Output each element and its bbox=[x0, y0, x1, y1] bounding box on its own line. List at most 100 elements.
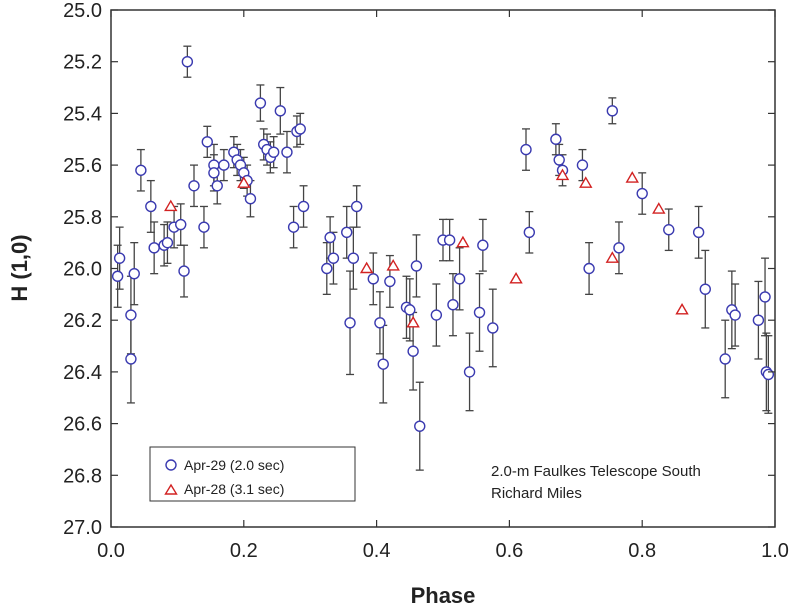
data-point-circle bbox=[447, 298, 459, 311]
annotation-line-1: 2.0-m Faulkes Telescope South bbox=[491, 463, 701, 480]
error-bars-layer bbox=[113, 45, 773, 471]
data-point-circle bbox=[463, 366, 476, 378]
y-axis-title: H (1,0) bbox=[7, 234, 32, 301]
y-tick-label: 27.0 bbox=[63, 517, 102, 539]
legend-marker-apr28 bbox=[164, 483, 178, 495]
data-point-circle bbox=[367, 273, 379, 285]
data-point-circle bbox=[281, 146, 293, 158]
y-tick-label: 25.2 bbox=[63, 52, 102, 74]
data-point-circle bbox=[287, 221, 300, 233]
data-point-circle bbox=[636, 187, 648, 200]
data-point-triangle bbox=[164, 199, 178, 212]
x-tick-labels: 0.0 0.2 0.4 0.6 0.8 1.0 bbox=[97, 540, 789, 562]
data-point-circle bbox=[267, 146, 280, 158]
data-point-triangle bbox=[509, 271, 523, 284]
data-point-triangle bbox=[359, 261, 374, 274]
y-tick-label: 26.0 bbox=[63, 259, 102, 281]
data-point-circle bbox=[729, 309, 741, 321]
data-point-circle bbox=[198, 221, 210, 233]
y-tick-label: 25.0 bbox=[63, 0, 102, 22]
data-point-circle bbox=[410, 260, 423, 272]
data-point-circle bbox=[113, 252, 126, 264]
y-tick-label: 25.4 bbox=[63, 103, 102, 125]
data-point-circle bbox=[443, 234, 456, 246]
data-point-circle bbox=[374, 317, 386, 329]
data-point-circle bbox=[145, 200, 157, 213]
data-point-circle bbox=[414, 420, 426, 432]
data-point-triangle bbox=[652, 202, 666, 214]
data-point-circle bbox=[344, 317, 356, 329]
data-point-circle bbox=[553, 154, 565, 166]
annotation-line-2: Richard Miles bbox=[491, 485, 582, 502]
data-point-circle bbox=[321, 262, 333, 275]
data-point-circle bbox=[430, 309, 443, 321]
y-tick-labels: 25.0 25.2 25.4 25.6 25.8 26.0 26.2 26.4 26.6 26.8… bbox=[63, 0, 102, 539]
data-point-circle bbox=[125, 309, 137, 321]
legend-box bbox=[149, 446, 356, 502]
y-tick-label: 26.2 bbox=[63, 310, 102, 332]
data-point-circle bbox=[719, 353, 731, 365]
y-tick-label: 25.8 bbox=[63, 207, 102, 229]
data-point-circle bbox=[254, 97, 267, 109]
data-point-circle bbox=[692, 226, 705, 239]
data-point-circle bbox=[350, 200, 363, 213]
y-tick-label: 26.8 bbox=[63, 465, 102, 487]
data-point-circle bbox=[188, 180, 200, 192]
data-point-circle bbox=[377, 358, 389, 370]
legend: Apr-29 (2.0 sec) Apr-28 (3.1 sec) bbox=[149, 446, 356, 502]
data-point-circle bbox=[487, 322, 499, 334]
x-tick-label: 0.6 bbox=[495, 540, 523, 562]
data-point-circle bbox=[218, 159, 230, 171]
data-point-circle bbox=[453, 273, 466, 285]
legend-label-apr29: Apr-29 (2.0 sec) bbox=[184, 457, 284, 473]
data-point-triangle bbox=[579, 176, 593, 188]
x-tick-label: 0.8 bbox=[628, 540, 656, 562]
data-point-triangle bbox=[406, 315, 420, 328]
data-point-triangle bbox=[386, 259, 400, 271]
data-point-circle bbox=[294, 123, 306, 135]
data-point-circle bbox=[523, 226, 536, 239]
data-point-triangle bbox=[237, 176, 251, 188]
data-point-circle bbox=[477, 239, 489, 251]
data-point-circle bbox=[211, 180, 223, 192]
data-point-circle bbox=[341, 226, 353, 239]
data-point-circle bbox=[175, 218, 187, 231]
markers-layer bbox=[111, 56, 775, 432]
data-point-circle bbox=[128, 267, 140, 280]
legend-marker-apr29 bbox=[165, 459, 177, 471]
data-point-circle bbox=[178, 265, 190, 277]
data-point-triangle bbox=[675, 302, 689, 315]
data-point-circle bbox=[576, 159, 589, 171]
data-point-circle bbox=[752, 314, 765, 326]
data-point-circle bbox=[297, 200, 310, 213]
x-tick-label: 0.2 bbox=[230, 540, 258, 562]
y-tick-label: 26.4 bbox=[63, 362, 102, 384]
data-point-circle bbox=[583, 262, 595, 275]
data-point-circle bbox=[201, 136, 213, 148]
data-point-circle bbox=[208, 167, 220, 179]
data-point-circle bbox=[161, 236, 174, 249]
data-point-circle bbox=[404, 304, 416, 316]
x-axis-title: Phase bbox=[411, 583, 476, 608]
data-point-circle bbox=[274, 105, 287, 117]
data-point-triangle bbox=[625, 171, 639, 183]
x-tick-label: 0.0 bbox=[97, 540, 125, 562]
data-point-circle bbox=[550, 133, 562, 145]
data-point-circle bbox=[347, 252, 360, 264]
data-point-circle bbox=[663, 224, 675, 236]
data-point-circle bbox=[125, 353, 137, 365]
data-point-circle bbox=[111, 270, 124, 282]
data-point-circle bbox=[148, 242, 160, 254]
data-point-circle bbox=[613, 242, 625, 254]
data-point-circle bbox=[327, 252, 340, 264]
data-point-circle bbox=[135, 164, 147, 176]
legend-label-apr28: Apr-28 (3.1 sec) bbox=[184, 481, 284, 497]
data-point-triangle bbox=[456, 235, 470, 248]
y-tick-label: 25.6 bbox=[63, 155, 102, 177]
data-point-circle bbox=[384, 275, 396, 288]
data-point-circle bbox=[759, 291, 771, 303]
data-point-triangle bbox=[555, 168, 570, 181]
data-point-triangle bbox=[605, 251, 620, 263]
data-point-circle bbox=[699, 283, 711, 295]
